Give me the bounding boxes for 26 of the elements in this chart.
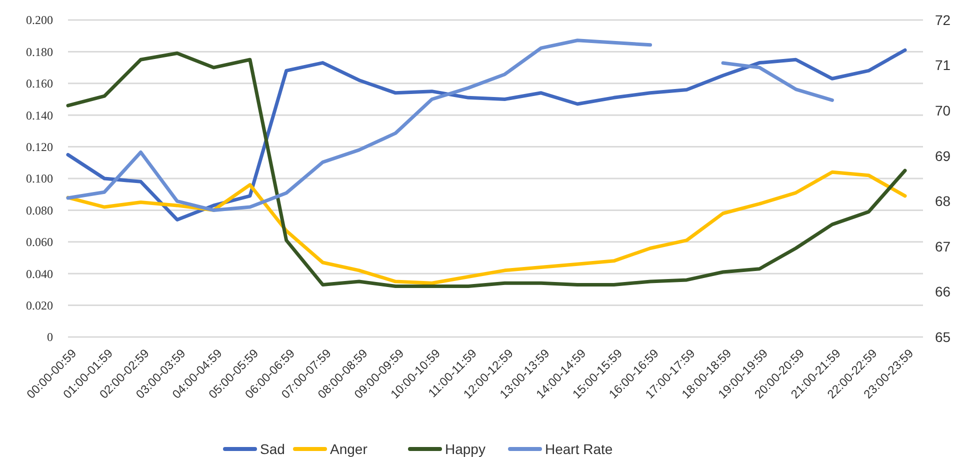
legend-label: Anger [330, 440, 368, 457]
y2-tick-label: 72 [935, 12, 951, 28]
y-tick-label: 0.160 [26, 76, 53, 91]
y2-tick-label: 69 [935, 148, 951, 164]
legend-label: Happy [445, 440, 486, 457]
y-tick-label: 0.040 [26, 266, 53, 281]
y2-tick-label: 67 [935, 238, 951, 254]
y-tick-label: 0 [47, 330, 53, 344]
y-tick-label: 0.100 [26, 172, 53, 186]
y-tick-label: 0.180 [26, 44, 53, 59]
y2-tick-label: 65 [935, 328, 951, 345]
y-tick-label: 0.140 [26, 108, 53, 122]
y-tick-label: 0.020 [26, 298, 53, 312]
legend-label: Heart Rate [545, 440, 613, 457]
y-tick-label: 0.200 [26, 13, 53, 28]
legend-label: Sad [260, 440, 285, 457]
line-series [66, 48, 907, 222]
y2-tick-label: 71 [935, 57, 951, 74]
y2-tick-label: 70 [935, 102, 951, 118]
line-series [66, 170, 907, 285]
y2-tick-label: 66 [935, 284, 951, 300]
y-tick-label: 0.080 [26, 203, 53, 218]
line-series [66, 52, 907, 288]
y2-tick-label: 68 [935, 193, 951, 210]
y-tick-label: 0.120 [26, 140, 53, 154]
y-tick-label: 0.060 [26, 235, 53, 250]
